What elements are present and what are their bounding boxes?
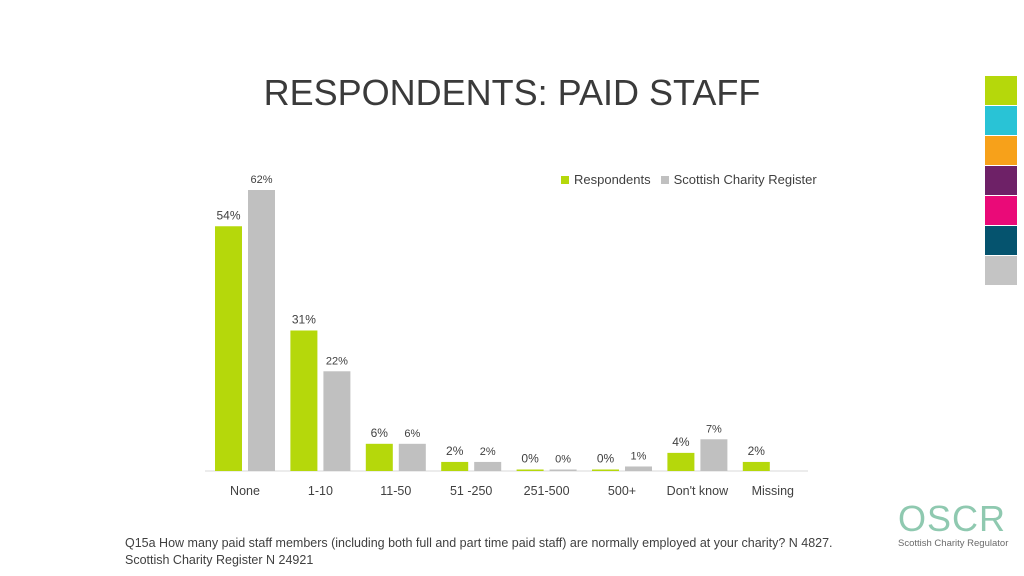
bar-respondents-5 xyxy=(516,469,544,471)
bar-respondents-4 xyxy=(441,461,469,471)
category-label-1: None xyxy=(230,484,260,498)
oscr-logo: OSCR Scottish Charity Regulator xyxy=(898,498,1009,550)
data-label-register-6: 1% xyxy=(631,450,647,462)
legend-label-respondents: Respondents xyxy=(574,172,651,187)
data-label-respondents-6: 0% xyxy=(597,452,615,466)
bar-respondents-3 xyxy=(365,443,393,471)
color-swatch-7 xyxy=(985,256,1017,285)
data-label-register-4: 2% xyxy=(480,446,496,458)
legend-label-register: Scottish Charity Register xyxy=(673,172,817,187)
data-label-register-2: 22% xyxy=(326,355,348,367)
color-swatch-1 xyxy=(985,76,1017,105)
bar-register-3 xyxy=(398,443,426,471)
color-swatch-6 xyxy=(985,226,1017,255)
data-label-register-3: 6% xyxy=(404,428,420,440)
data-label-respondents-1: 54% xyxy=(216,208,240,222)
data-label-respondents-4: 2% xyxy=(446,444,464,458)
color-swatch-3 xyxy=(985,136,1017,165)
data-label-respondents-5: 0% xyxy=(521,452,539,466)
logo-wordmark: OSCR xyxy=(898,498,1007,539)
category-label-6: 500+ xyxy=(608,484,636,498)
bar-respondents-7 xyxy=(667,452,695,471)
bar-respondents-8 xyxy=(742,461,770,471)
footnote-question: Q15a How many paid staff members (includ… xyxy=(125,536,833,550)
footnote-register-count: Scottish Charity Register N 24921 xyxy=(125,553,314,567)
bar-register-1 xyxy=(248,190,275,471)
slide-title: RESPONDENTS: PAID STAFF xyxy=(263,72,761,113)
bar-respondents-2 xyxy=(290,330,318,471)
data-label-respondents-2: 31% xyxy=(292,313,316,327)
legend-item-register: Scottish Charity Register xyxy=(660,172,817,187)
category-label-3: 11-50 xyxy=(380,484,411,498)
category-label-7: Don't know xyxy=(667,484,729,498)
bar-register-7 xyxy=(700,439,728,471)
bar-register-6 xyxy=(625,466,652,471)
chart-legend: Respondents Scottish Charity Register xyxy=(561,172,827,187)
data-label-register-7: 7% xyxy=(706,423,722,435)
color-swatch-4 xyxy=(985,166,1017,195)
bar-respondents-1 xyxy=(215,226,242,471)
bar-register-4 xyxy=(474,461,502,471)
logo-subtitle: Scottish Charity Regulator xyxy=(898,538,1009,549)
footnote: Q15a How many paid staff members (includ… xyxy=(125,535,885,569)
category-label-4: 51 -250 xyxy=(450,484,492,498)
category-label-5: 251-500 xyxy=(524,484,570,498)
bar-respondents-6 xyxy=(592,469,619,471)
data-label-respondents-8: 2% xyxy=(748,444,766,458)
category-label-2: 1-10 xyxy=(308,484,333,498)
bar-register-2 xyxy=(323,371,351,471)
legend-marker-respondents xyxy=(561,175,569,184)
data-label-register-1: 62% xyxy=(250,174,272,186)
color-swatch-2 xyxy=(985,106,1017,135)
color-swatch-5 xyxy=(985,196,1017,225)
bar-register-5 xyxy=(549,469,577,471)
data-label-register-5: 0% xyxy=(555,454,571,466)
color-swatch-strip xyxy=(985,76,1017,286)
legend-item-respondents: Respondents xyxy=(561,172,651,187)
data-label-respondents-7: 4% xyxy=(672,435,690,449)
data-label-respondents-3: 6% xyxy=(371,426,389,440)
legend-marker-register xyxy=(660,175,669,184)
category-label-8: Missing xyxy=(752,484,794,498)
